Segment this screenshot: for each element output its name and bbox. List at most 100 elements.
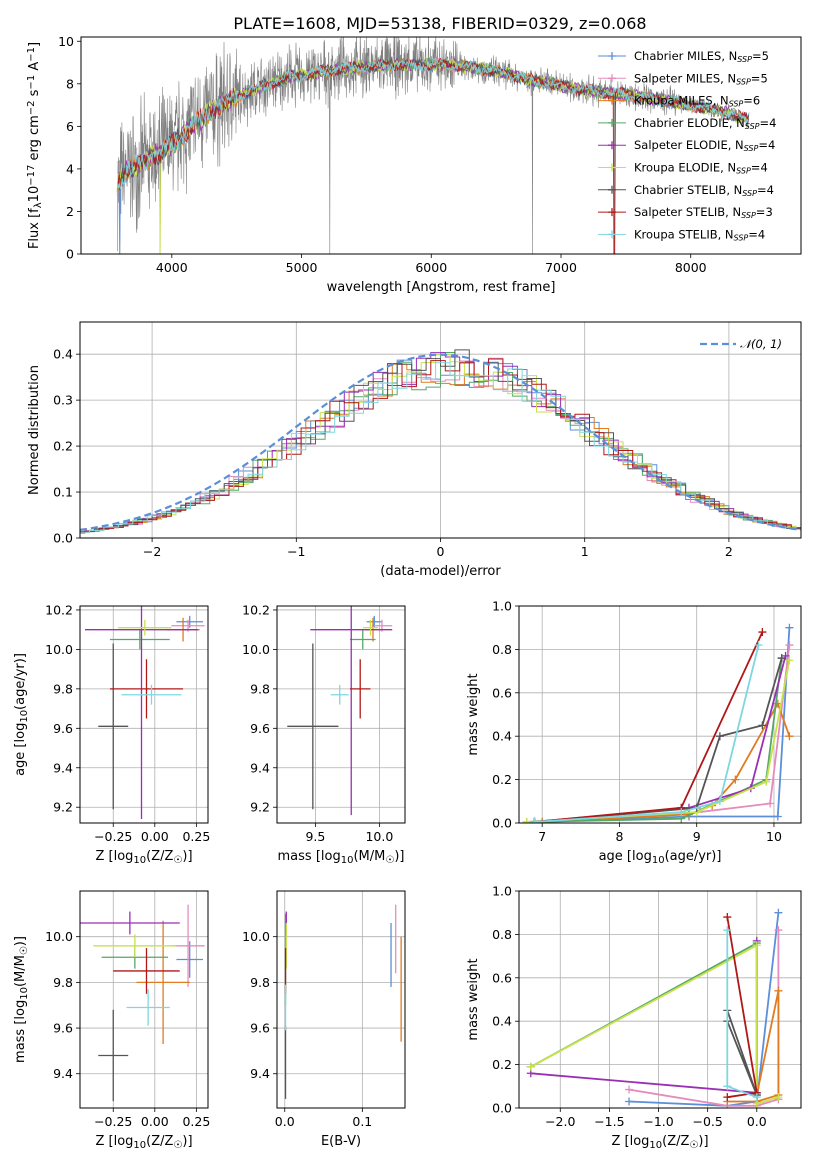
data-point — [723, 1093, 732, 1102]
y-tick-label: 9.6 — [53, 1021, 73, 1036]
series-line-salpeter-stelib — [726, 916, 758, 1099]
data-point — [752, 941, 761, 950]
series-line-chabrier-stelib — [726, 1010, 758, 1096]
data-point — [526, 1062, 535, 1071]
panel-age-vs-Z: −0.25 0.00 0.25 9.2 9.4 9.6 9.8 10.0 10.2 Z [log1… — [13, 602, 210, 866]
plot-area — [84, 606, 205, 820]
x-tick-label: 7000 — [545, 260, 577, 275]
x-axis-label: Z [log10(Z/Z☉)] — [95, 1134, 192, 1151]
x-tick-label: 7 — [538, 829, 546, 844]
series-line-kroupa-stelib — [726, 930, 758, 1099]
series-line-chabrier-miles — [542, 627, 791, 823]
y-tick-label: 0.2 — [53, 439, 73, 454]
data-point — [777, 654, 786, 663]
data-point — [522, 817, 531, 823]
y-tick-label: 0 — [66, 247, 74, 262]
data-point — [608, 208, 616, 217]
y-tick-label: 2 — [66, 204, 74, 219]
data-point — [758, 628, 767, 637]
x-tick-label: −2 — [143, 544, 161, 559]
y-tick-label: 9.4 — [53, 1066, 73, 1081]
data-point — [715, 797, 724, 806]
series-line-kroupa-stelib — [534, 644, 760, 823]
y-axis-label: age [log10(age/yr)] — [13, 653, 30, 776]
data-point — [754, 641, 763, 650]
histogram-salpeter-stelib — [80, 358, 801, 534]
x-tick-label: 0.00 — [141, 829, 169, 844]
y-tick-label: 9.6 — [53, 721, 73, 736]
x-tick-label: −0.25 — [94, 829, 132, 844]
y-tick-label: 0.4 — [53, 347, 73, 362]
x-tick-label: −1.5 — [594, 1114, 624, 1129]
y-tick-label: 0.0 — [492, 1101, 512, 1116]
y-tick-label: 4 — [66, 161, 74, 176]
x-axis-label: (data-model)/error — [380, 564, 501, 579]
series-line-chabrier-miles — [628, 912, 780, 1107]
x-tick-label: 0.1 — [352, 1114, 372, 1129]
data-point — [608, 230, 616, 239]
axes-frame — [79, 605, 209, 824]
x-axis-label: Z [log10(Z/Z☉)] — [95, 849, 192, 866]
y-tick-label: 9.8 — [53, 975, 73, 990]
x-tick-label: 9.5 — [305, 829, 325, 844]
data-point — [530, 817, 539, 823]
y-tick-label: 0.6 — [492, 970, 512, 985]
x-axis-label: E(B-V) — [321, 1134, 361, 1149]
y-tick-label: 9.4 — [53, 760, 73, 775]
panel-weight-vs-Z: −2.0 −1.5 −1.0 −0.5 0.0 0.0 0.2 0.4 0.6 0.8 1.0 Z [… — [466, 884, 802, 1151]
x-tick-label: 9 — [693, 829, 701, 844]
data-point — [762, 777, 771, 786]
plot-area — [287, 606, 393, 816]
data-point — [608, 118, 616, 127]
y-tick-label: 1.0 — [492, 599, 512, 614]
series-line-kroupa-elodie — [530, 943, 779, 1105]
y-tick-label: 0.2 — [492, 772, 512, 787]
data-point — [608, 163, 616, 172]
panel-spectrum: 4000 5000 6000 7000 8000 0 2 4 6 8 10 wavelength [A… — [26, 34, 802, 295]
data-point — [731, 775, 740, 784]
series-line-chabrier-elodie — [534, 657, 783, 823]
data-point — [608, 52, 616, 60]
series-line-chabrier-elodie — [530, 941, 758, 1095]
y-axis-label: mass weight — [466, 958, 481, 1040]
x-axis-label: wavelength [Angstrom, rest frame] — [327, 280, 556, 295]
plot-area — [522, 623, 794, 823]
data-point — [774, 926, 783, 935]
legend-label-chabrier-miles: Chabrier MILES, NSSP=5 — [634, 49, 769, 64]
y-axis-label: Flux [fλ10−17 erg cm−2 s−1 A−1] — [26, 42, 44, 249]
y-axis-label: mass [log10(M/M☉)] — [13, 936, 30, 1063]
y-tick-label: 9.4 — [250, 1066, 270, 1081]
series-line-salpeter-miles — [526, 644, 791, 823]
y-tick-label: 0.3 — [53, 393, 73, 408]
y-tick-label: 10.0 — [242, 929, 270, 944]
legend-label-chabrier-stelib: Chabrier STELIB, NSSP=4 — [634, 183, 774, 198]
x-tick-label: −1 — [287, 544, 305, 559]
data-point — [625, 1097, 634, 1106]
data-point — [773, 812, 782, 821]
y-tick-label: 1.0 — [492, 884, 512, 899]
panel-mass-vs-Z: −0.25 0.00 0.25 9.4 9.6 9.8 10.0 Z [log10(Z/Z☉)… — [13, 890, 210, 1151]
legend-label-salpeter-stelib: Salpeter STELIB, NSSP=3 — [634, 205, 773, 220]
data-point — [608, 96, 616, 105]
y-tick-label: 8 — [66, 76, 74, 91]
x-tick-label: 2 — [725, 544, 733, 559]
legend-label-kroupa-stelib: Kroupa STELIB, NSSP=4 — [634, 227, 765, 242]
axes-frame — [276, 605, 406, 824]
y-tick-label: 10.0 — [45, 929, 73, 944]
plot-area — [116, 37, 750, 254]
y-tick-label: 0.8 — [492, 642, 512, 657]
y-tick-label: 10.0 — [242, 642, 270, 657]
y-axis-label: mass weight — [466, 673, 481, 755]
series-line-kroupa-miles — [542, 701, 791, 823]
x-tick-label: −0.25 — [94, 1114, 132, 1129]
y-tick-label: 10.2 — [242, 602, 270, 617]
y-tick-label: 9.4 — [250, 760, 270, 775]
x-tick-label: 0.0 — [747, 1114, 767, 1129]
y-tick-label: 10 — [58, 34, 74, 49]
panel-weight-vs-age: 7 8 9 10 0.0 0.2 0.4 0.6 0.8 1.0 age [log10(age/yr… — [466, 599, 802, 866]
legend-label-kroupa-miles: Kroupa MILES, NSSP=6 — [634, 94, 760, 109]
series-line-kroupa-elodie — [526, 660, 791, 823]
data-point — [608, 185, 616, 194]
histogram-kroupa-stelib — [80, 362, 801, 533]
